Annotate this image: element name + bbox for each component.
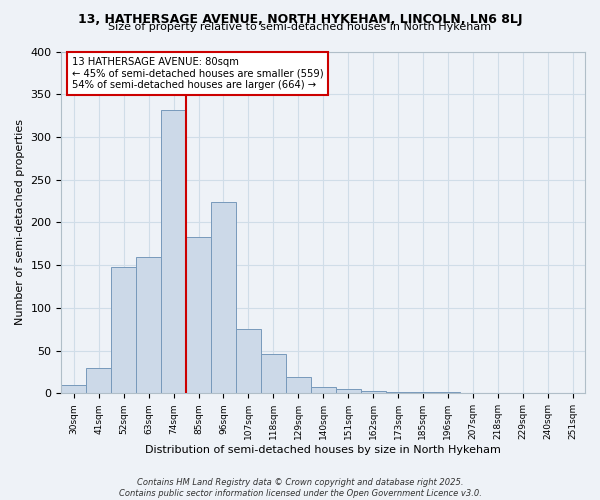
- Text: 13 HATHERSAGE AVENUE: 80sqm
← 45% of semi-detached houses are smaller (559)
54% : 13 HATHERSAGE AVENUE: 80sqm ← 45% of sem…: [72, 56, 323, 90]
- Text: Contains HM Land Registry data © Crown copyright and database right 2025.
Contai: Contains HM Land Registry data © Crown c…: [119, 478, 481, 498]
- Bar: [111, 267, 136, 394]
- Y-axis label: Number of semi-detached properties: Number of semi-detached properties: [15, 120, 25, 326]
- Bar: [186, 237, 211, 394]
- Text: 13, HATHERSAGE AVENUE, NORTH HYKEHAM, LINCOLN, LN6 8LJ: 13, HATHERSAGE AVENUE, NORTH HYKEHAM, LI…: [78, 12, 522, 26]
- Bar: [361, 391, 386, 394]
- Bar: [161, 110, 186, 394]
- Bar: [136, 256, 161, 394]
- Bar: [61, 385, 86, 394]
- Bar: [261, 354, 286, 394]
- X-axis label: Distribution of semi-detached houses by size in North Hykeham: Distribution of semi-detached houses by …: [145, 445, 501, 455]
- Bar: [286, 377, 311, 394]
- Bar: [386, 392, 410, 394]
- Bar: [86, 368, 111, 394]
- Bar: [211, 202, 236, 394]
- Bar: [311, 386, 335, 394]
- Bar: [236, 330, 261, 394]
- Text: Size of property relative to semi-detached houses in North Hykeham: Size of property relative to semi-detach…: [109, 22, 491, 32]
- Bar: [410, 392, 436, 394]
- Bar: [335, 389, 361, 394]
- Bar: [436, 392, 460, 394]
